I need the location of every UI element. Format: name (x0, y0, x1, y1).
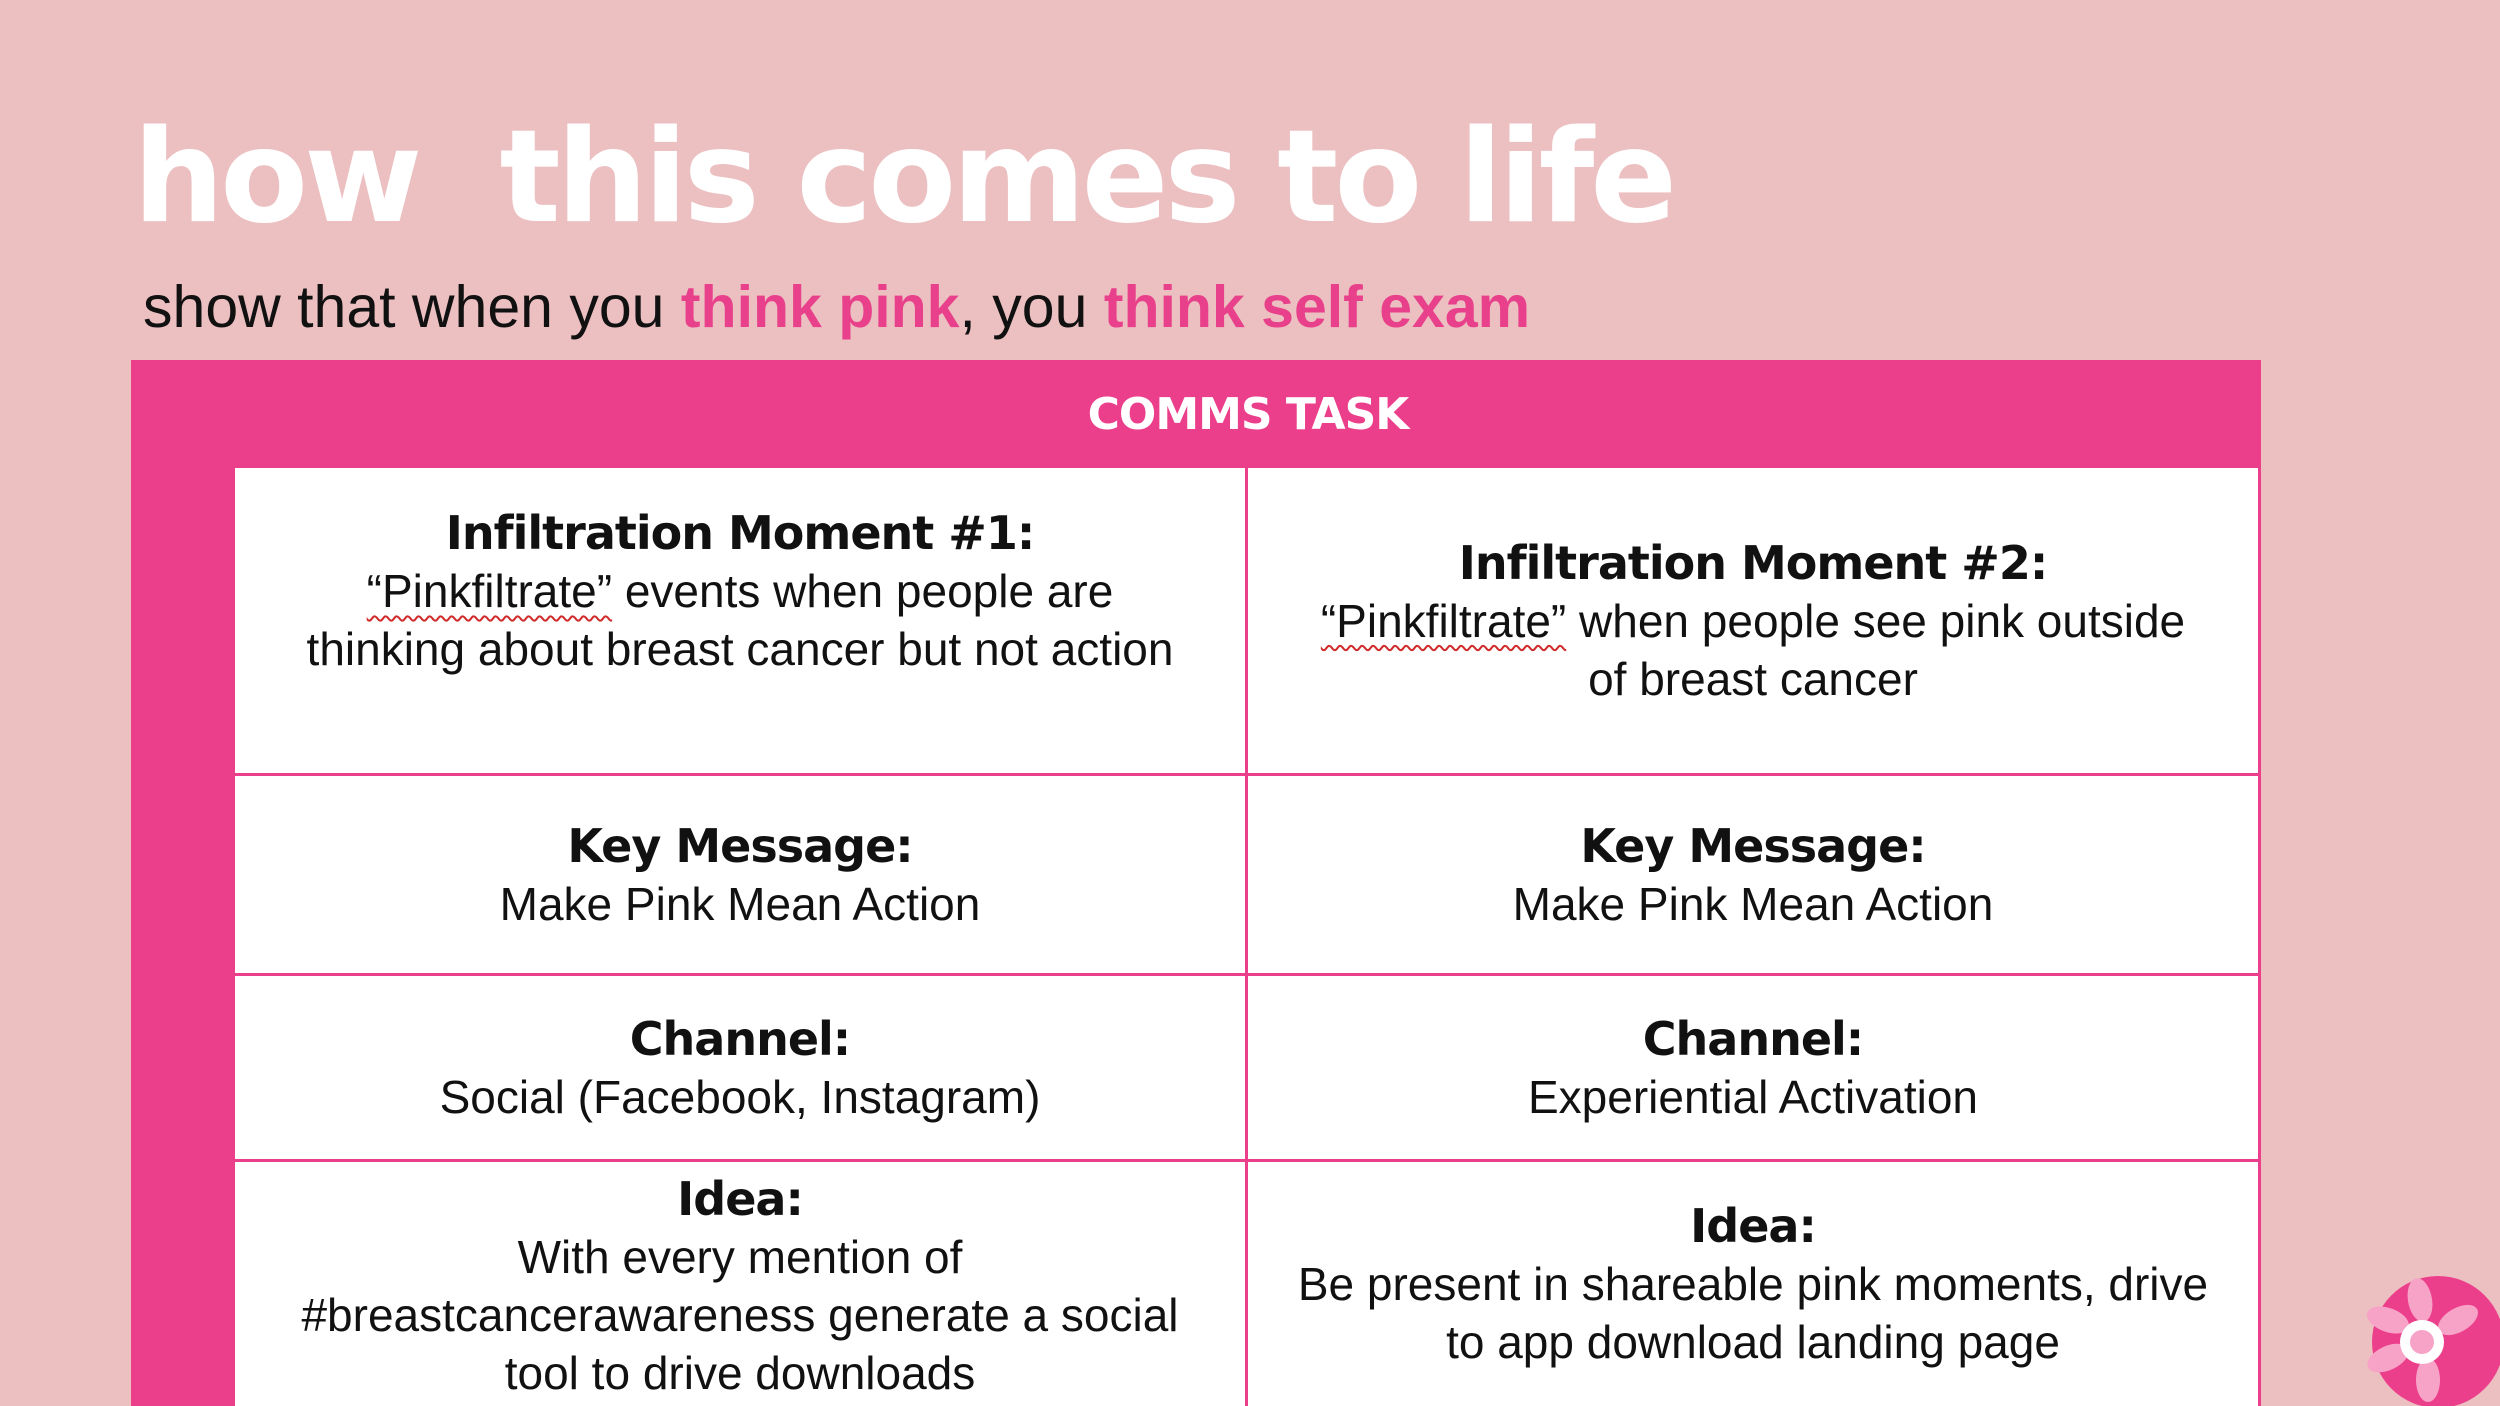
idea-left-heading: Idea: (677, 1172, 804, 1226)
infiltration-moment-1-heading: Infiltration Moment #1: (445, 506, 1035, 560)
comms-task-header: COMMS TASK (235, 360, 2261, 468)
idea-right-cell: Idea: Be present in shareable pink momen… (1248, 1162, 2261, 1406)
infiltration-moment-2-line-2: of breast cancer (1588, 652, 1918, 705)
comms-task-grid: Infiltration Moment #1: “Pinkfiltrate” e… (235, 468, 2261, 1406)
idea-right-heading: Idea: (1690, 1199, 1817, 1253)
comms-task-table: COMMS TASK Infiltration Moment #1: “Pink… (235, 360, 2261, 1406)
pinkfiltrate-word: “Pinkfiltrate” (366, 565, 613, 617)
idea-left-line-3: tool to drive downloads (504, 1347, 976, 1399)
pinkfiltrate-word: “Pinkfiltrate” (1320, 594, 1567, 647)
idea-left-line-1: With every mention of (517, 1231, 963, 1283)
infiltration-moment-1-line-2: thinking about breast cancer but not act… (306, 623, 1174, 675)
key-message-right-cell: Key Message: Make Pink Mean Action (1248, 776, 2261, 976)
key-message-right-body: Make Pink Mean Action (1512, 877, 1994, 930)
key-message-left-heading: Key Message: (567, 818, 913, 873)
infiltration-moment-1-cell: Infiltration Moment #1: “Pinkfiltrate” e… (235, 468, 1248, 776)
table-side-bar (131, 360, 235, 1406)
subtitle-highlight-think-self-exam: think self exam (1103, 274, 1531, 340)
key-message-right-heading: Key Message: (1580, 818, 1926, 873)
infiltration-moment-2-line-1: “Pinkfiltrate” when people see pink outs… (1321, 592, 2185, 650)
idea-right-line-2: to app download landing page (1446, 1316, 2060, 1368)
idea-right-line-1: Be present in shareable pink moments, dr… (1297, 1258, 2209, 1310)
channel-right-heading: Channel: (1642, 1011, 1864, 1066)
flower-logo-icon (2358, 1270, 2500, 1406)
infiltration-moment-1-line-1-rest: events when people are (612, 565, 1114, 617)
idea-left-cell: Idea: With every mention of #breastcance… (235, 1162, 1248, 1406)
slide-title: how this comes to life (133, 103, 1677, 252)
channel-left-heading: Channel: (629, 1011, 851, 1066)
slide-subtitle: show that when you think pink, you think… (143, 272, 1530, 342)
key-message-left-body: Make Pink Mean Action (499, 877, 981, 930)
subtitle-highlight-think-pink: think pink (680, 274, 960, 340)
channel-left-body: Social (Facebook, Instagram) (439, 1070, 1041, 1123)
subtitle-part-1: show that when you (143, 274, 681, 340)
infiltration-moment-2-line-1-rest: when people see pink outside (1566, 594, 2186, 647)
infiltration-moment-2-cell: Infiltration Moment #2: “Pinkfiltrate” w… (1248, 468, 2261, 776)
subtitle-part-2: , you (959, 274, 1104, 340)
idea-left-line-2: #breastcancerawareness generate a social (301, 1289, 1179, 1341)
channel-right-body: Experiential Activation (1527, 1070, 1979, 1123)
channel-left-cell: Channel: Social (Facebook, Instagram) (235, 976, 1248, 1162)
infiltration-moment-2-heading: Infiltration Moment #2: (1458, 535, 2048, 590)
key-message-left-cell: Key Message: Make Pink Mean Action (235, 776, 1248, 976)
infiltration-moment-1-line-1: “Pinkfiltrate” events when people are (367, 562, 1114, 620)
channel-right-cell: Channel: Experiential Activation (1248, 976, 2261, 1162)
